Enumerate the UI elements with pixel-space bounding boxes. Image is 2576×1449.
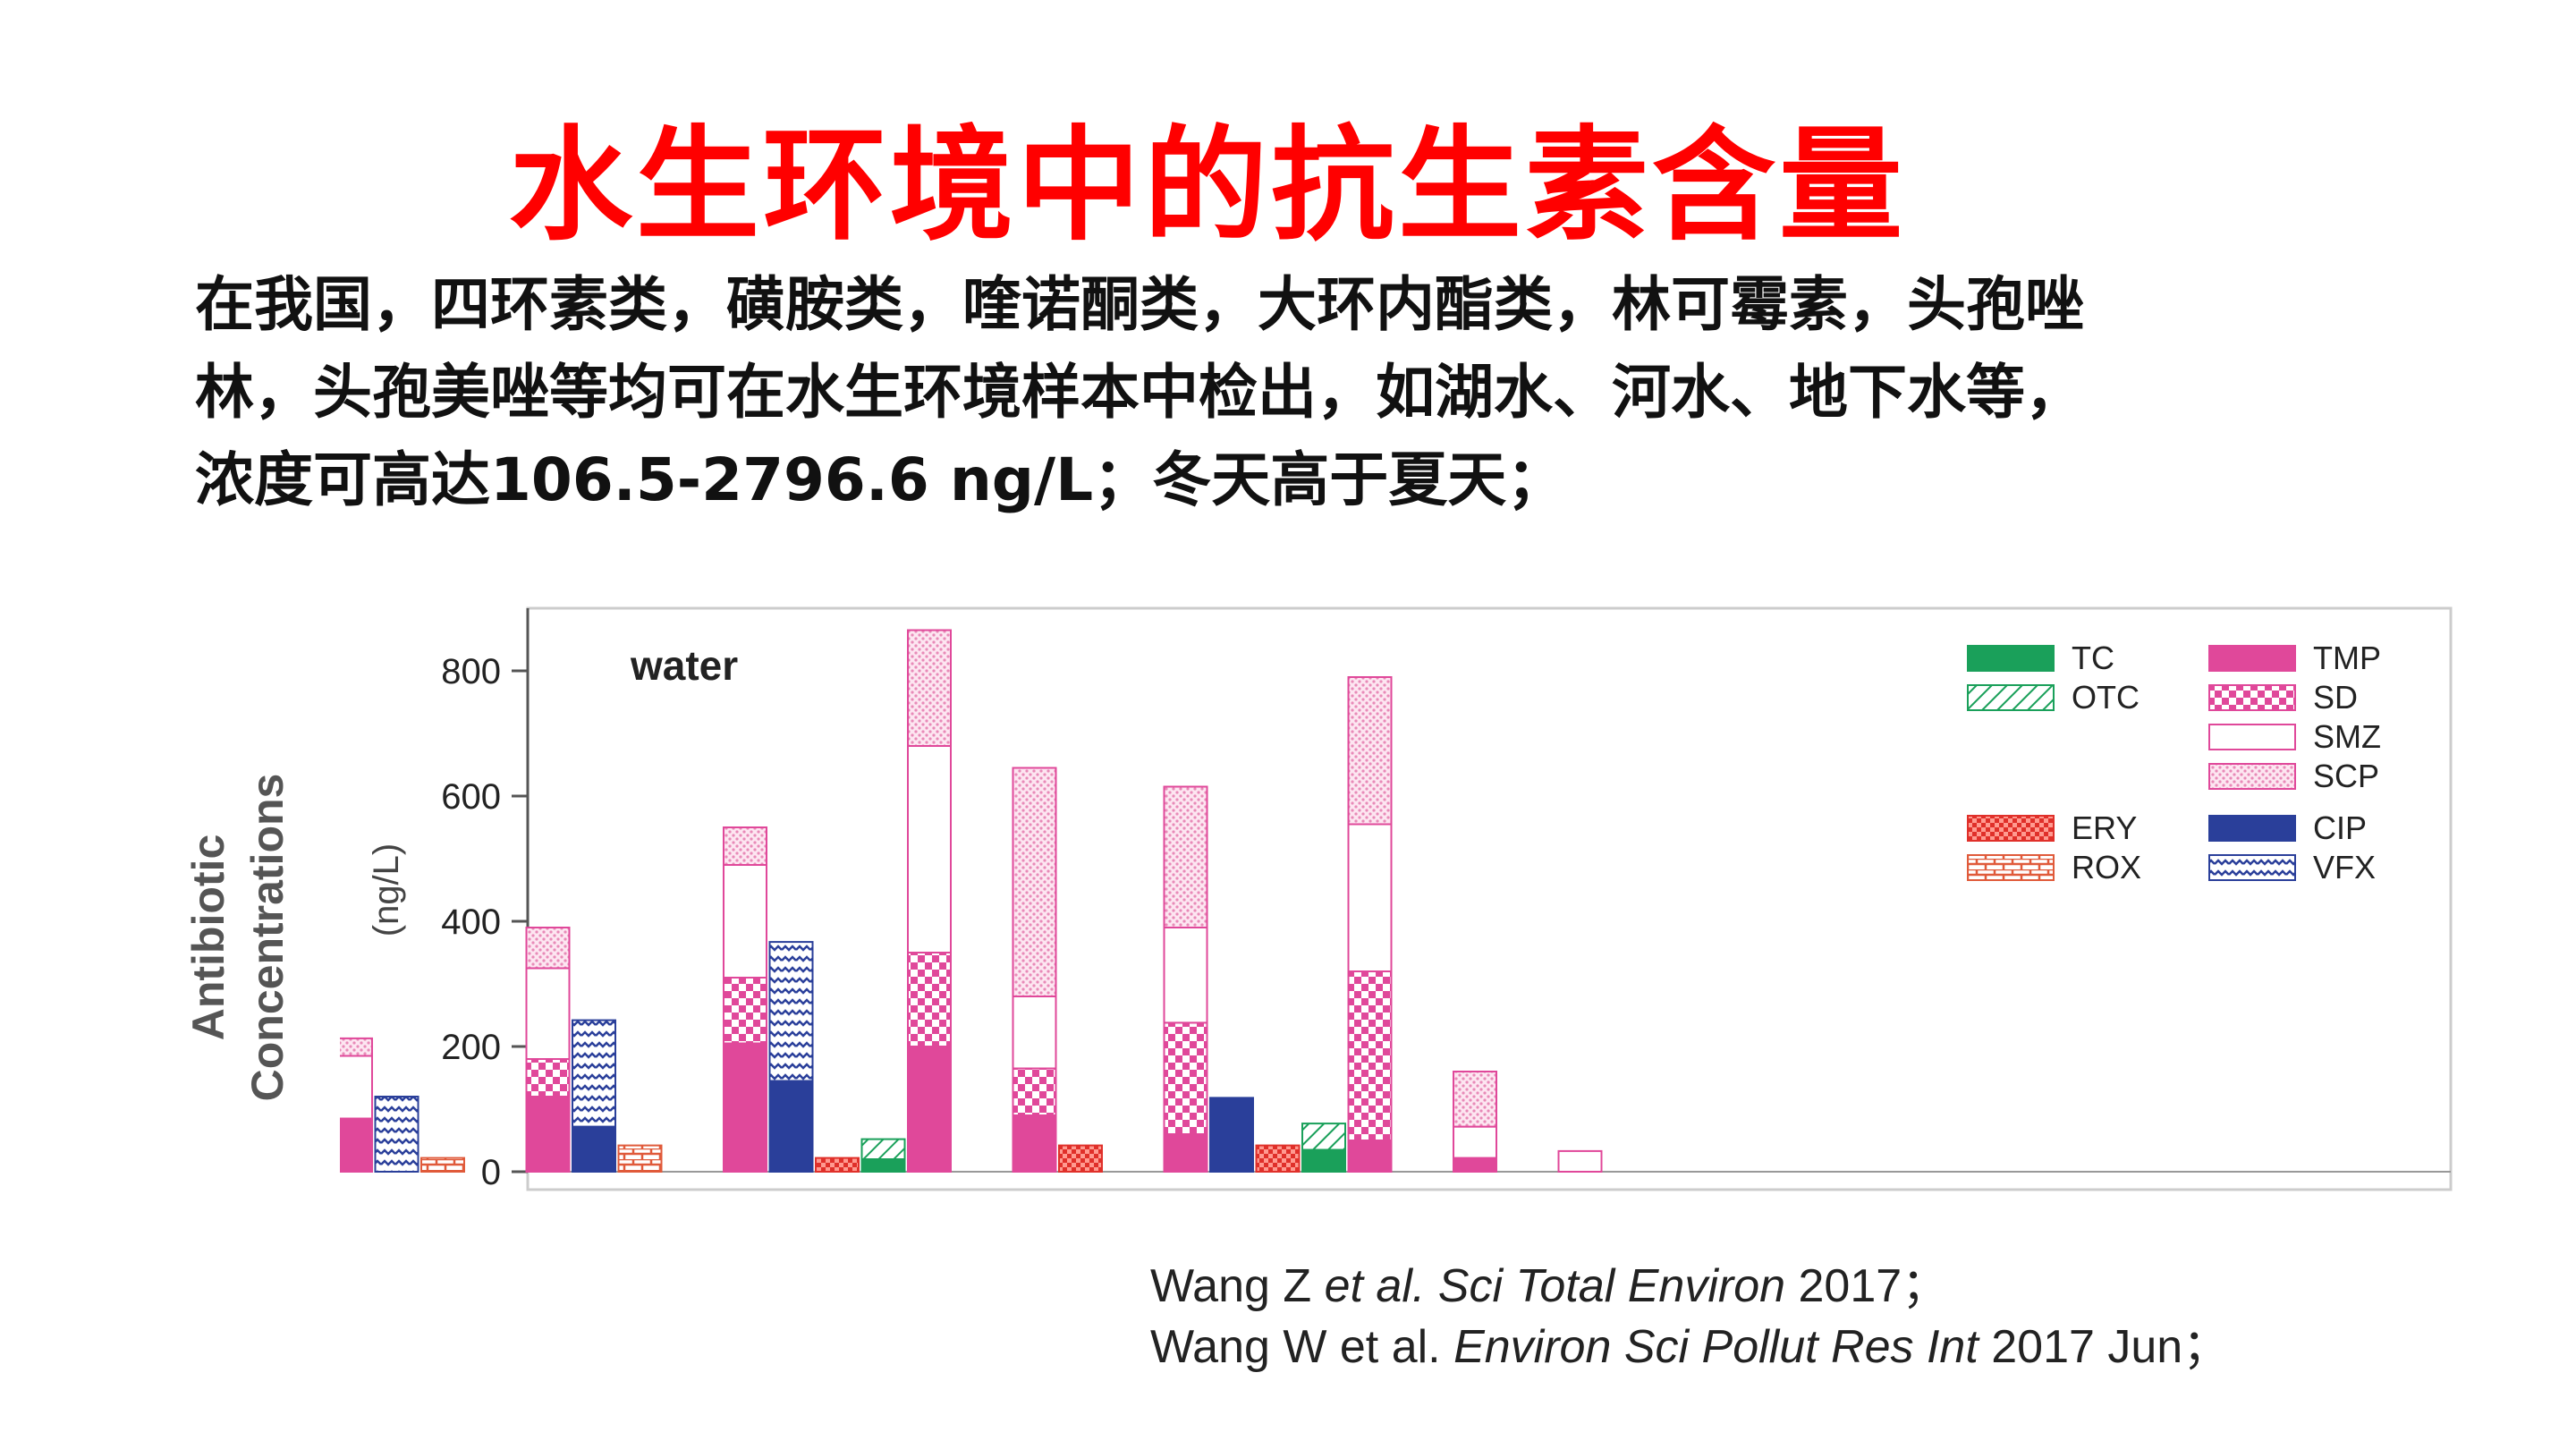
summary-paragraph: 在我国，四环素类，磺胺类，喹诺酮类，大环内酯类，林可霉素，头孢唑 林，头孢美唑等… <box>195 261 2404 524</box>
bar-segment-sd <box>1347 970 1393 1141</box>
bar-segment-sd <box>1012 1067 1057 1116</box>
legend-swatch-tmp <box>2208 645 2296 672</box>
legend-swatch-ery <box>1967 815 2055 842</box>
bar-segment-smz <box>723 864 767 979</box>
bar-segment-scp <box>1347 676 1393 826</box>
legend-label-tc: TC <box>2072 640 2114 676</box>
bar-segment-tmp <box>1453 1157 1497 1173</box>
bar-segment-smz <box>340 1055 373 1120</box>
bar-segment-tmp <box>723 1042 767 1173</box>
legend-label-sd: SD <box>2313 679 2358 716</box>
references: Wang Z et al. Sci Total Environ 2017； Wa… <box>1150 1256 2229 1377</box>
paragraph-line: 浓度可高达106.5-2796.6 ng/L；冬天高于夏天； <box>195 445 1566 514</box>
y-ticks: 0 200 400 600 800 <box>441 652 528 1192</box>
bar-segment-tc <box>1301 1148 1346 1173</box>
y-tick-label: 0 <box>481 1153 501 1192</box>
legend-swatch-scp <box>2208 763 2296 790</box>
paragraph-line: 在我国，四环素类，磺胺类，喹诺酮类，大环内酯类，林可霉素，头孢唑 <box>195 270 2084 339</box>
bar-segment-tc <box>860 1158 906 1173</box>
chart-outer-ylabel: Antibiotic Concentrations <box>179 750 304 1125</box>
legend-label-vfx: VFX <box>2313 849 2376 886</box>
legend-label-otc: OTC <box>2072 679 2140 716</box>
bar-segment-smz <box>1163 927 1208 1024</box>
bar-segment-cip <box>1209 1097 1254 1174</box>
y-tick-label: 200 <box>441 1028 501 1067</box>
bar-segment-rox <box>617 1144 663 1173</box>
bar-segment-smz <box>1557 1149 1603 1174</box>
bar-segment-cip <box>768 1080 814 1173</box>
bar-segment-vfx <box>572 1019 616 1128</box>
bar-segment-sd <box>723 977 767 1045</box>
legend-label-scp: SCP <box>2313 758 2379 794</box>
bar-segment-cip <box>572 1125 616 1173</box>
bar-segment-vfx <box>374 1096 419 1173</box>
legend-swatch-cip <box>2208 815 2296 842</box>
legend-swatch-otc <box>1967 684 2055 711</box>
bar-segment-smz <box>525 967 571 1060</box>
bar-segment-scp <box>525 927 571 970</box>
legend-label-ery: ERY <box>2072 809 2137 846</box>
reference-1: Wang Z et al. Sci Total Environ 2017； <box>1150 1260 1949 1312</box>
bar-segment-ery <box>815 1157 860 1173</box>
legend-swatch-sd <box>2208 684 2296 711</box>
y-tick-label: 800 <box>441 652 501 691</box>
bar-segment-smz <box>1012 996 1057 1070</box>
legend-swatch-tc <box>1967 645 2055 672</box>
ylabel-line-2: Concentrations <box>242 773 292 1102</box>
bar-segment-tmp <box>340 1117 373 1173</box>
bar-segment-otc <box>860 1138 906 1160</box>
bar-segment-smz <box>907 745 952 953</box>
bar-segment-tmp <box>1347 1140 1393 1173</box>
bar-segment-scp <box>723 826 767 866</box>
bar-segment-sd <box>1163 1021 1208 1135</box>
y-axis-unit-label: (ng/L) <box>367 843 406 937</box>
reference-2: Wang W et al. Environ Sci Pollut Res Int… <box>1150 1321 2230 1373</box>
y-tick-label: 600 <box>441 777 501 817</box>
bar-segment-smz <box>1453 1125 1497 1159</box>
bar-segment-tmp <box>907 1046 952 1173</box>
bar-segment-ery <box>1058 1144 1103 1173</box>
bar-segment-sd <box>907 952 952 1047</box>
bar-segment-sd <box>525 1058 571 1097</box>
bar-segment-scp <box>907 629 952 747</box>
paragraph-line: 林，头孢美唑等均可在水生环境样本中检出，如湖水、河水、地下水等， <box>195 358 2084 427</box>
y-tick-label: 400 <box>441 902 501 942</box>
bar-segment-smz <box>1347 823 1393 972</box>
legend-label-tmp: TMP <box>2313 640 2381 676</box>
legend-label-rox: ROX <box>2072 849 2141 886</box>
bar-segment-tmp <box>1012 1114 1057 1173</box>
bar-segment-otc <box>1301 1123 1346 1151</box>
legend-swatch-smz <box>2208 724 2296 750</box>
bar-segment-tmp <box>1163 1133 1208 1173</box>
legend-label-cip: CIP <box>2313 809 2367 846</box>
legend-swatch-rox <box>1967 854 2055 881</box>
legend-label-smz: SMZ <box>2313 718 2381 755</box>
ylabel-line-1: Antibiotic <box>183 834 233 1041</box>
bar-segment-scp <box>1012 767 1057 997</box>
bar-segment-scp <box>340 1037 373 1057</box>
bars <box>340 629 1603 1174</box>
bar-segment-vfx <box>768 941 814 1082</box>
bar-segment-scp <box>1163 785 1208 928</box>
slide-title: 水生环境中的抗生素含量 <box>508 114 1906 258</box>
chart-annotation: water <box>630 642 738 689</box>
bar-segment-ery <box>1255 1144 1301 1173</box>
bar-segment-tmp <box>525 1096 571 1173</box>
bar-segment-rox <box>420 1157 465 1173</box>
bar-segment-scp <box>1453 1071 1497 1128</box>
legend-swatch-vfx <box>2208 854 2296 881</box>
